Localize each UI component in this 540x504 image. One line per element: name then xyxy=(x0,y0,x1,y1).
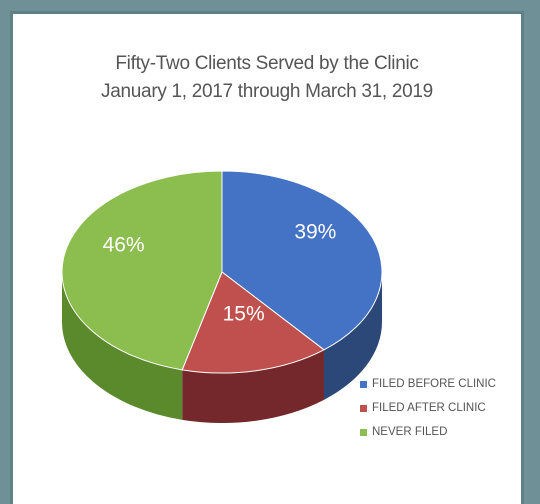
legend-swatch-never-filed xyxy=(360,428,367,436)
data-label-filed-after: 15% xyxy=(223,303,265,326)
legend-swatch-filed-after xyxy=(360,404,367,412)
pie-slice-never-filed xyxy=(61,170,223,371)
pie-top xyxy=(61,170,383,374)
legend-swatch-filed-before xyxy=(360,380,367,388)
chart-title: Fifty-Two Clients Served by the Clinic xyxy=(115,53,419,74)
data-label-never-filed: 46% xyxy=(103,234,145,257)
chart-subtitle: January 1, 2017 through March 31, 2019 xyxy=(101,81,433,102)
pie-slice-filed-before xyxy=(221,170,383,351)
pie-slice-filed-after xyxy=(181,271,325,374)
pie-side-filed-after xyxy=(182,349,324,423)
legend-label-filed-after: FILED AFTER CLINIC xyxy=(372,402,486,414)
legend-item-never-filed: NEVER FILED xyxy=(360,420,496,444)
legend-item-filed-after: FILED AFTER CLINIC xyxy=(360,396,496,420)
chart-title-block: Fifty-Two Clients Served by the Clinic J… xyxy=(0,50,534,106)
data-label-filed-before: 39% xyxy=(294,220,336,243)
chart-legend: FILED BEFORE CLINIC FILED AFTER CLINIC N… xyxy=(360,372,496,444)
pie-data-labels: 39% 15% 46% xyxy=(103,220,337,325)
legend-item-filed-before: FILED BEFORE CLINIC xyxy=(360,372,496,396)
pie-side-walls xyxy=(62,272,382,423)
legend-label-never-filed: NEVER FILED xyxy=(372,426,448,438)
legend-label-filed-before: FILED BEFORE CLINIC xyxy=(372,378,496,390)
pie-side-filed-before xyxy=(323,272,382,400)
pie-side-never-filed xyxy=(62,272,183,420)
